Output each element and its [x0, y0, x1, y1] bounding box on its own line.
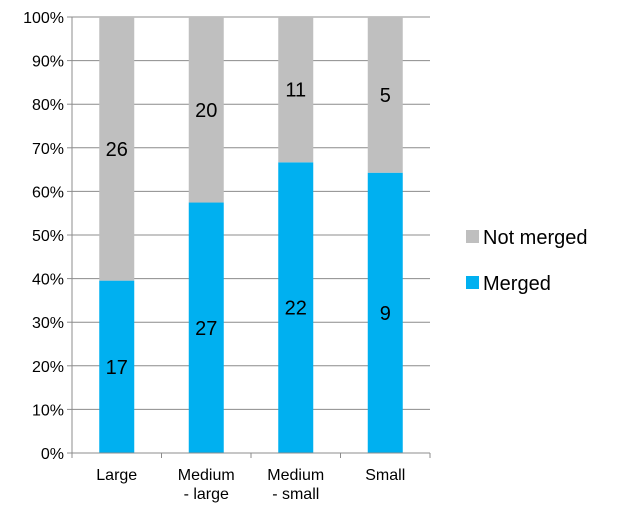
bars [99, 17, 403, 454]
data-label: 20 [195, 100, 217, 122]
y-tick-label: 80% [32, 97, 64, 114]
axes: 0% 10% 20% 30% 40% 50% 60% 70% 80% 90% 100% Large Me… [23, 10, 431, 503]
y-tick-label: 100% [23, 10, 64, 27]
bar-segment-merged [367, 172, 403, 453]
y-tick-label: 20% [32, 359, 64, 376]
legend-swatch [466, 276, 479, 289]
y-tick-label: 0% [41, 446, 64, 463]
data-label: 26 [106, 139, 128, 161]
data-label: 17 [106, 357, 128, 379]
y-tick-label: 60% [32, 184, 64, 201]
data-label: 5 [380, 85, 391, 107]
bar-segment-merged [99, 280, 135, 453]
x-tick-label: - small [272, 486, 319, 503]
x-tick-label: Small [365, 467, 405, 484]
data-label: 11 [285, 80, 306, 102]
y-tick-label: 30% [32, 315, 64, 332]
bar-segment-merged [278, 162, 314, 454]
data-label: 27 [195, 318, 217, 340]
data-label: 9 [380, 303, 391, 325]
legend-swatch [466, 230, 479, 243]
x-tick-label: Medium [267, 467, 324, 484]
bar-segment-not-merged [99, 17, 135, 281]
y-tick-label: 50% [32, 228, 64, 245]
x-tick-label: - large [184, 486, 229, 503]
y-tick-label: 90% [32, 54, 64, 71]
x-tick-label: Large [96, 467, 137, 484]
data-labels: 17 26 27 20 22 11 9 5 [106, 80, 391, 379]
bar-segment-not-merged [188, 17, 224, 203]
data-label: 22 [285, 298, 307, 320]
bar-segment-merged [188, 202, 224, 453]
legend: Not merged Merged [466, 227, 588, 295]
legend-label: Not merged [483, 227, 588, 249]
bar-segment-not-merged [278, 17, 314, 163]
bar-segment-not-merged [367, 17, 403, 173]
y-tick-label: 10% [32, 402, 64, 419]
y-tick-label: 70% [32, 141, 64, 158]
legend-label: Merged [483, 273, 551, 295]
y-tick-label: 40% [32, 272, 64, 289]
x-tick-label: Medium [178, 467, 235, 484]
